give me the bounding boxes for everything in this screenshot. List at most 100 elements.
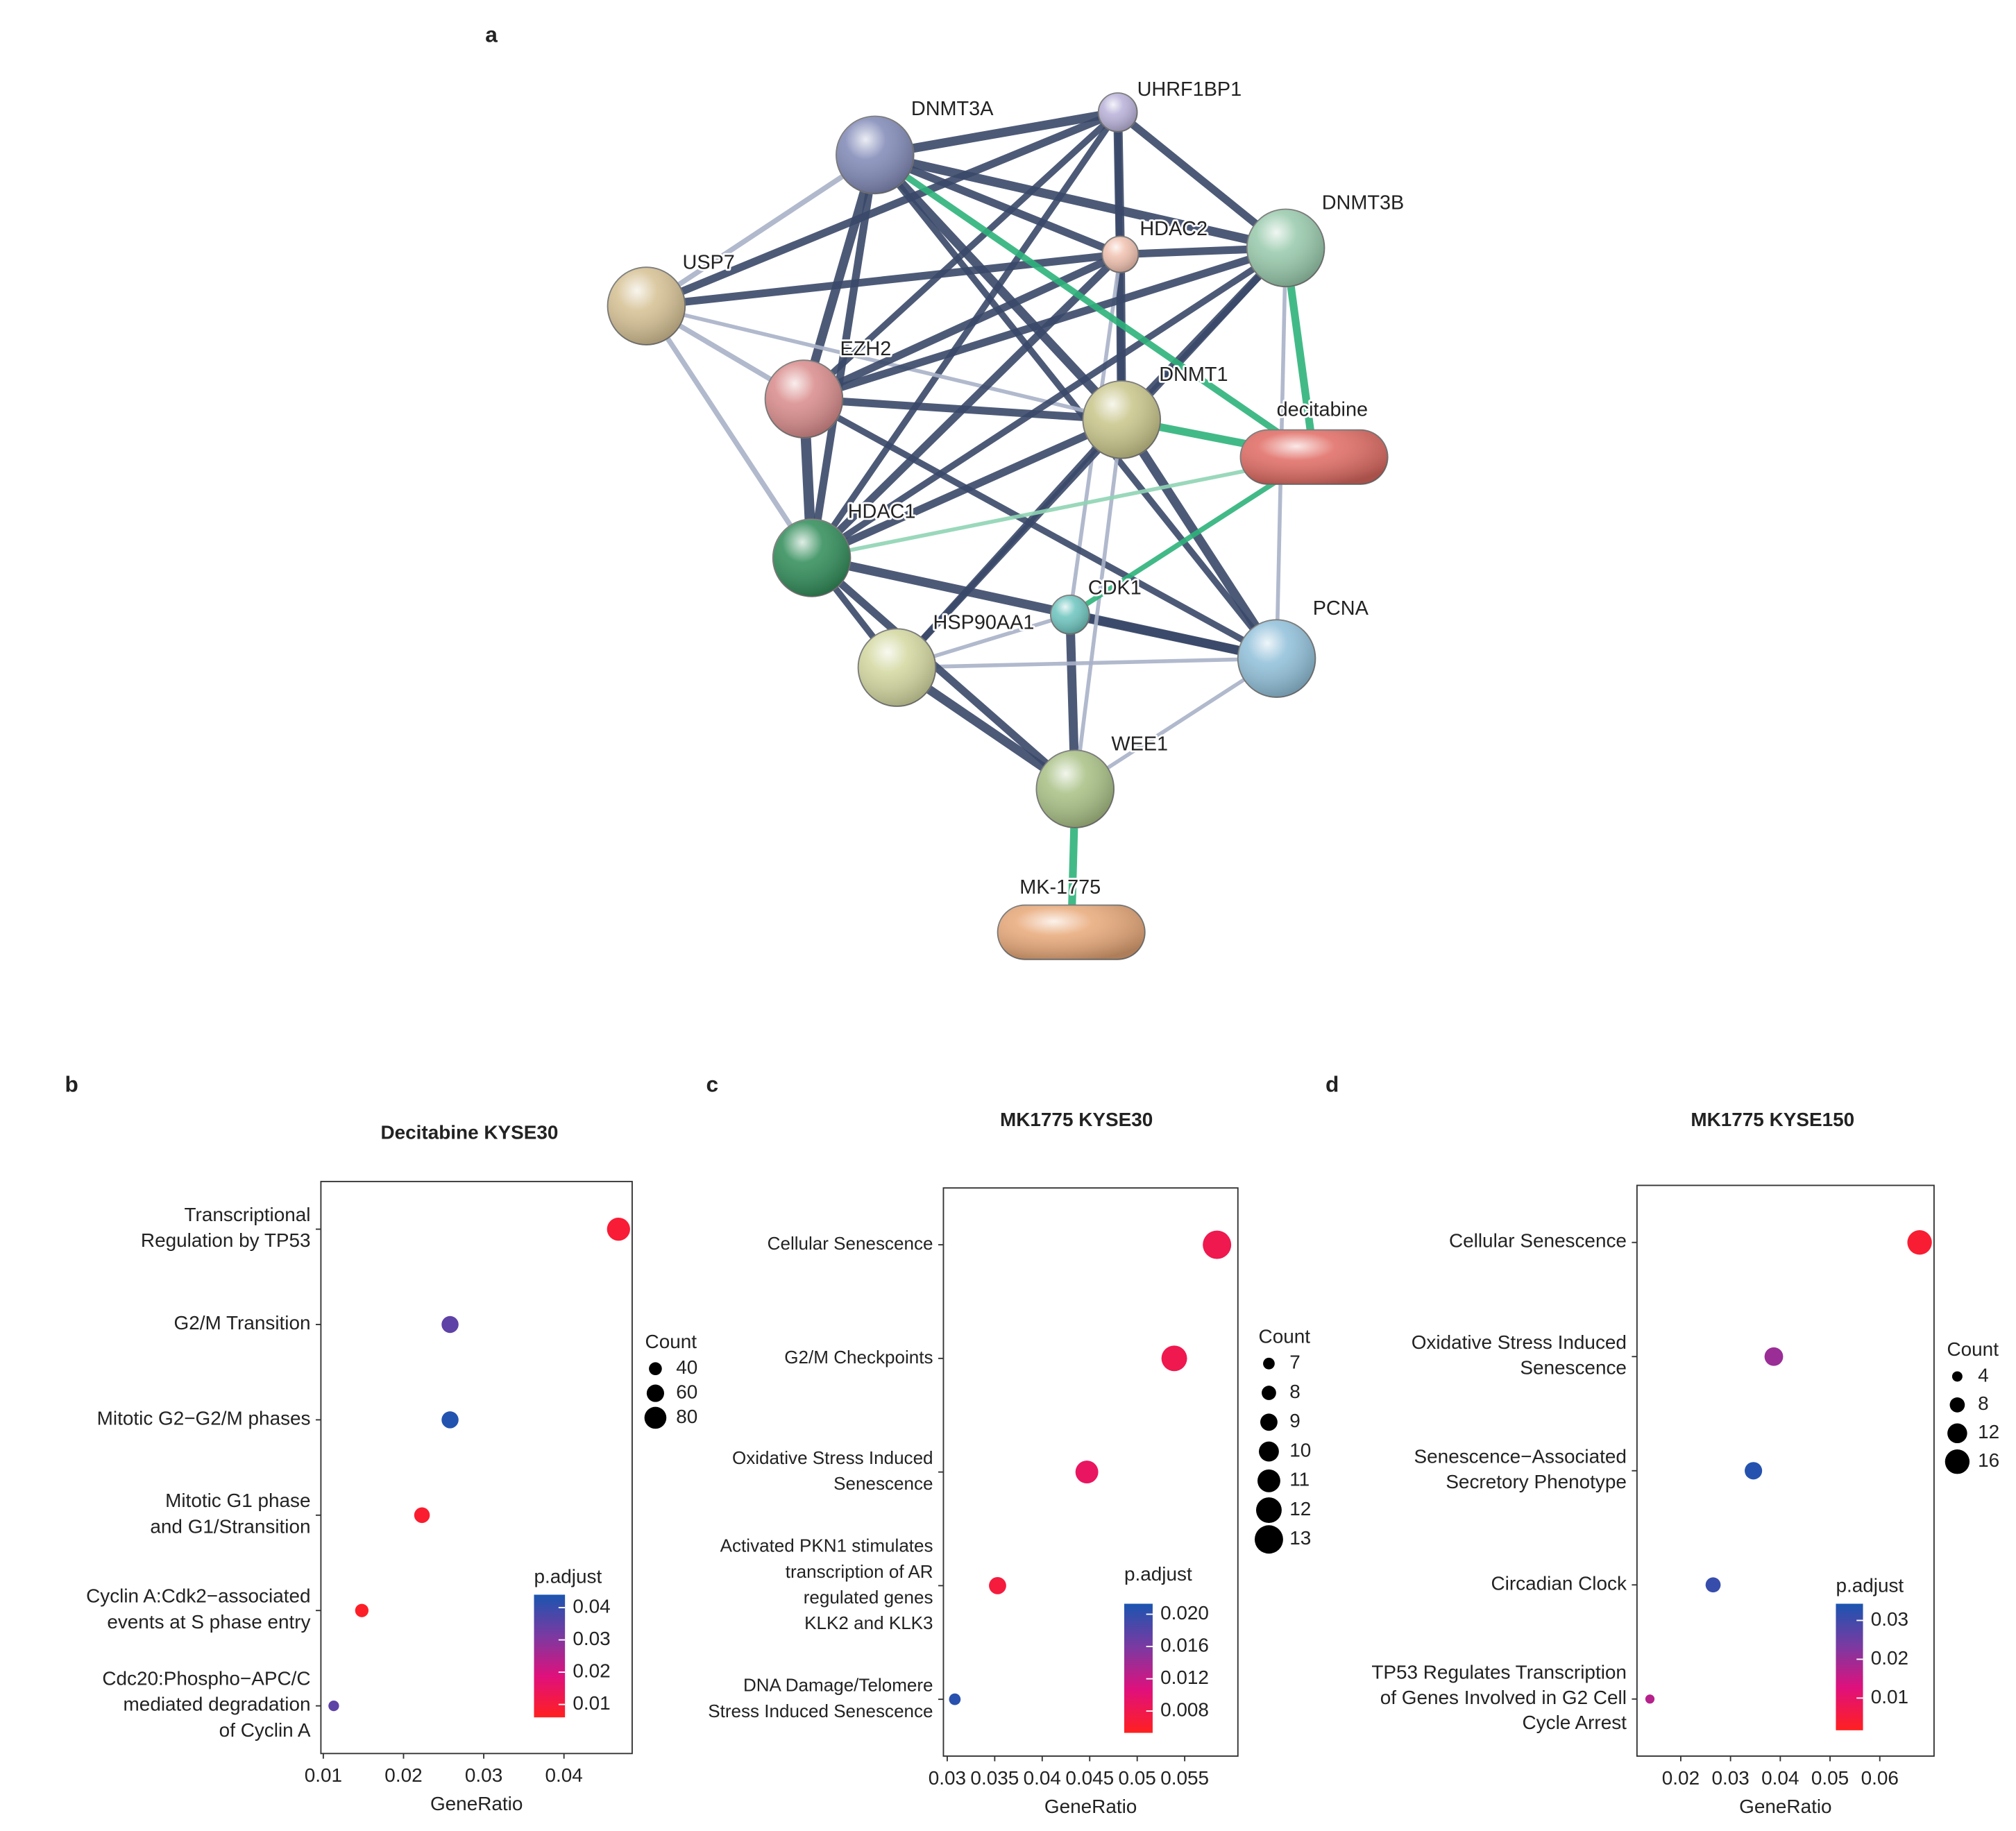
size-legend-label: 4: [1978, 1364, 1989, 1386]
size-legend-label: 40: [676, 1356, 697, 1378]
category-line: events at S phase entry: [107, 1611, 310, 1633]
network-edge: [808, 154, 879, 559]
category-line: Senescence: [1520, 1357, 1627, 1379]
size-legend-dot: [1259, 1441, 1279, 1462]
size-legend-dot: [1255, 1497, 1282, 1523]
node-label: EZH2: [840, 338, 892, 360]
color-tick-label: 0.008: [1160, 1699, 1209, 1721]
x-tick-label: 0.04: [545, 1764, 583, 1786]
category-line: KLK2 and KLK3: [804, 1612, 933, 1633]
category-label: Activated PKN1 stimulates transcription o…: [720, 1535, 933, 1633]
size-legend-label: 80: [676, 1406, 697, 1427]
x-tick-label: 0.06: [1861, 1767, 1899, 1789]
dot: [1745, 1462, 1763, 1480]
node-label: PCNA: [1313, 597, 1369, 620]
network-edge: [645, 108, 1119, 310]
chart-title: MK1775 KYSE30: [1000, 1109, 1153, 1130]
node-shine: [858, 629, 936, 707]
category-line: and G1/Stransition: [150, 1516, 310, 1538]
dot: [414, 1507, 430, 1524]
size-legend-label: 10: [1289, 1439, 1311, 1460]
x-tick-label: 0.03: [929, 1767, 966, 1789]
network-edge: [1117, 417, 1281, 661]
network-edge: [802, 250, 1122, 403]
node-shine: [1102, 236, 1139, 273]
category-line: TP53 Regulates Transcription: [1371, 1662, 1627, 1683]
size-legend-label: 11: [1289, 1469, 1310, 1490]
dot: [1203, 1230, 1232, 1259]
drug-shine: [1240, 429, 1388, 484]
category-label: Mitotic G2−G2/M phases: [97, 1408, 311, 1429]
panel-letter: d: [1325, 1072, 1339, 1097]
node-label: CDK1: [1088, 577, 1142, 599]
size-legend-label: 8: [1289, 1381, 1301, 1402]
x-axis-label: GeneRatio: [430, 1793, 523, 1814]
category-line: DNA Damage/Telomere: [743, 1674, 933, 1695]
size-legend-dot: [1254, 1525, 1283, 1554]
category-label: Circadian Clock: [1491, 1573, 1627, 1594]
node-shine: [1098, 92, 1137, 132]
category-label: G2/M Checkpoints: [784, 1347, 933, 1368]
network-edge: [873, 152, 1316, 460]
size-legend-label: 12: [1289, 1498, 1311, 1519]
color-legend-title: p.adjust: [534, 1566, 602, 1587]
color-tick-label: 0.012: [1160, 1667, 1209, 1688]
category-line: Cellular Senescence: [768, 1233, 933, 1254]
category-line: mediated degradation: [124, 1694, 311, 1715]
category-line: Mitotic G1 phase: [165, 1490, 310, 1512]
size-legend-label: 7: [1289, 1352, 1301, 1373]
color-bar: [1836, 1603, 1863, 1730]
network-edge: [895, 417, 1124, 670]
x-tick-label: 0.04: [1761, 1767, 1799, 1789]
network-edge: [802, 110, 1120, 402]
size-legend-label: 60: [676, 1381, 697, 1402]
node-label: HDAC1: [848, 500, 916, 522]
x-tick-label: 0.03: [1711, 1767, 1749, 1789]
category-label: Cellular Senescence: [768, 1233, 933, 1254]
network-edge: [811, 455, 1315, 560]
network-edge: [808, 110, 1121, 560]
category-line: of Cyclin A: [219, 1719, 311, 1741]
color-tick-label: 0.020: [1160, 1602, 1209, 1624]
network-edge: [873, 151, 1122, 258]
node-shine: [765, 360, 843, 438]
network-edge: [802, 395, 1278, 662]
category-line: Activated PKN1 stimulates: [720, 1535, 933, 1556]
category-line: Cdc20:Phospho−APC/C: [102, 1668, 310, 1689]
node-label: HDAC2: [1140, 218, 1208, 240]
color-tick-label: 0.03: [1871, 1608, 1908, 1630]
color-bar: [1124, 1603, 1153, 1733]
category-label: G2/M Transition: [174, 1312, 311, 1334]
category-line: Secretory Phenotype: [1446, 1471, 1627, 1492]
x-tick-label: 0.035: [970, 1767, 1019, 1789]
x-tick-label: 0.05: [1119, 1767, 1156, 1789]
size-legend-dot: [1263, 1357, 1275, 1370]
dot: [607, 1217, 630, 1241]
category-line: Mitotic G2−G2/M phases: [97, 1408, 311, 1429]
color-tick-label: 0.016: [1160, 1634, 1209, 1655]
panel-letter: c: [706, 1072, 719, 1097]
category-line: Cellular Senescence: [1449, 1230, 1627, 1252]
dot: [1161, 1345, 1187, 1372]
panel-letter: a: [485, 22, 498, 46]
dot: [1764, 1347, 1784, 1366]
dot: [949, 1693, 961, 1705]
category-label: TP53 Regulates Transcription of Genes Inv…: [1371, 1662, 1627, 1734]
size-legend-dot: [1257, 1469, 1280, 1492]
node-label: WEE1: [1111, 733, 1168, 755]
size-legend-dot: [1951, 1371, 1963, 1382]
category-line: Cyclin A:Cdk2−associated: [86, 1585, 310, 1607]
category-label: Mitotic G1 phase and G1/Stransition: [150, 1490, 310, 1538]
network-edge: [810, 416, 1124, 562]
color-tick-label: 0.01: [573, 1692, 610, 1714]
node-label: DNMT3A: [911, 98, 994, 120]
drug-shine: [997, 905, 1145, 960]
dot: [989, 1576, 1006, 1594]
network-edge: [799, 153, 880, 400]
color-tick-label: 0.04: [573, 1595, 610, 1617]
size-legend-dot: [1262, 1386, 1276, 1400]
color-tick-label: 0.02: [1871, 1647, 1908, 1669]
size-legend-label: 12: [1978, 1421, 1999, 1442]
